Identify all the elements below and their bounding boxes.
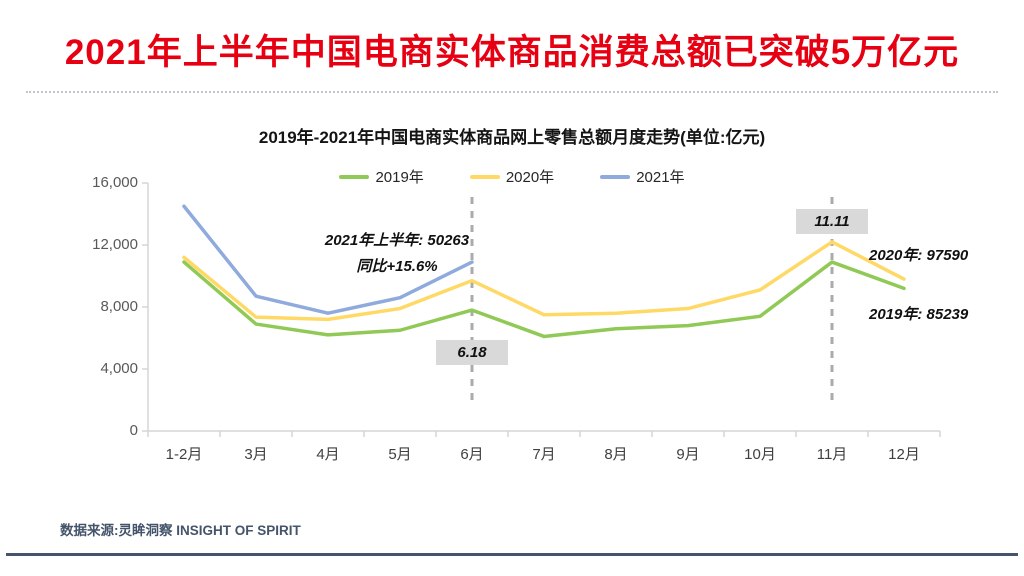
x-axis-tick-label: 4月: [316, 446, 340, 463]
dotted-divider: [26, 91, 998, 93]
legend-label-2020: 2020年: [505, 169, 555, 186]
x-axis-tick-label: 6月: [460, 446, 484, 463]
y-axis-tick-label: 0: [129, 422, 138, 439]
annotation-2021-h1-yoy: 同比+15.6%: [356, 258, 438, 275]
event-label-11.11: 11.11: [796, 209, 868, 234]
page-title: 2021年上半年中国电商实体商品消费总额已突破5万亿元: [64, 33, 960, 72]
legend-item-2020: 2020年: [469, 166, 555, 187]
y-axis-tick-label: 8,000: [100, 298, 138, 315]
series-line-2021年: [182, 204, 474, 315]
annotation-2020-total: 2020年: 97590: [869, 247, 969, 264]
event-label-6.18: 6.18: [436, 340, 508, 365]
x-axis-tick-label: 7月: [532, 446, 556, 463]
x-axis-tick-label: 5月: [388, 446, 412, 463]
x-axis-tick-label: 11月: [816, 446, 848, 463]
x-axis-tick-label: 9月: [676, 446, 700, 463]
series-line-2019年: [182, 260, 906, 339]
legend-swatch-2019: [339, 174, 370, 179]
x-axis-tick-label: 12月: [888, 446, 920, 463]
series-line-2020年: [182, 240, 906, 322]
data-source-note: 数据来源:灵眸洞察 INSIGHT OF SPIRIT: [60, 523, 301, 538]
legend-item-2019: 2019年: [339, 166, 424, 187]
annotation-2021-h1: 2021年上半年: 50263 同比+15.6%: [297, 228, 497, 280]
chart-title: 2019年-2021年中国电商实体商品网上零售总额月度走势(单位:亿元): [258, 128, 766, 147]
legend: 2019年 2020年 2021年: [0, 166, 1024, 187]
legend-swatch-2020: [469, 174, 500, 179]
y-axis-tick-label: 12,000: [92, 236, 138, 253]
legend-label-2019: 2019年: [375, 169, 424, 186]
annotation-2021-h1-total: 2021年上半年: 50263: [324, 232, 470, 249]
legend-item-2021: 2021年: [600, 166, 685, 187]
legend-label-2021: 2021年: [636, 169, 685, 186]
x-axis-tick-label: 3月: [244, 446, 268, 463]
y-axis-tick-label: 4,000: [100, 360, 138, 377]
bottom-rule: [6, 553, 1018, 556]
x-axis-tick-label: 1-2月: [165, 446, 203, 463]
x-axis-tick-label: 8月: [604, 446, 628, 463]
annotation-2019-total: 2019年: 85239: [869, 306, 969, 323]
y-axis-tick-label: 16,000: [92, 174, 138, 191]
legend-swatch-2021: [600, 174, 631, 179]
x-axis-tick-label: 10月: [744, 446, 776, 463]
